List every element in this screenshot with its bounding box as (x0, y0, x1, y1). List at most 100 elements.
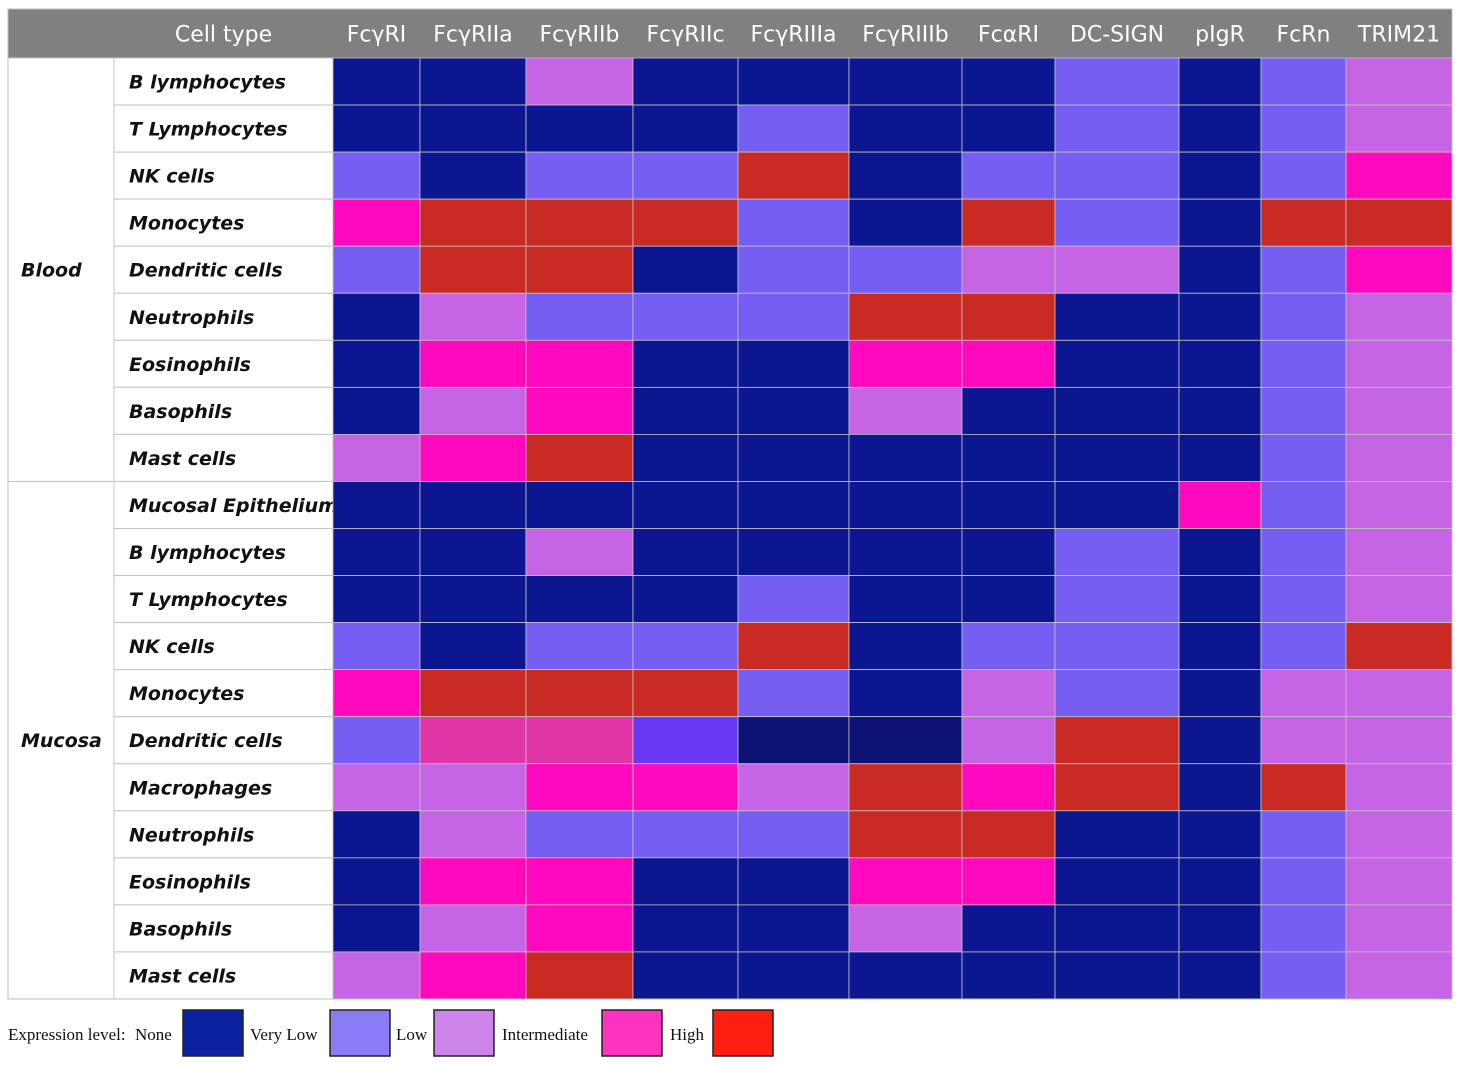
heat-cell-mucosa-mast-cells-fc-ri (961, 951, 1056, 1000)
heat-cell-mucosa-t-lymphocytes-fc-riiia (737, 575, 850, 623)
heat-cell-mucosa-t-lymphocytes-trim21 (1345, 575, 1453, 623)
heat-cell-blood-nk-cells-fc-riiia (737, 151, 850, 200)
heat-cell-blood-eosinophils-fc-riic (632, 339, 739, 388)
heat-cell-mucosa-mucosal-epithelium-fc-ri (961, 481, 1056, 529)
heat-cell-blood-b-lymphocytes-fc-riiib (848, 57, 963, 106)
heat-cell-blood-t-lymphocytes-fc-riib (525, 104, 634, 153)
heat-cell-blood-dendritic-cells-dc-sign (1054, 245, 1180, 294)
heat-cell-blood-eosinophils-fc-riiib (848, 339, 963, 388)
heat-cell-mucosa-basophils-fc-riiia (737, 904, 850, 953)
heat-cell-mucosa-nk-cells-fc-ri (332, 622, 421, 671)
heat-cell-blood-dendritic-cells-fc-ri (332, 245, 421, 294)
column-header-fc-ri: FcγRI (347, 23, 407, 48)
heat-cell-blood-neutrophils-fc-riia (419, 292, 527, 341)
heat-cell-blood-t-lymphocytes-fcrn (1260, 104, 1347, 153)
heat-cell-blood-b-lymphocytes-fc-ri (332, 57, 421, 106)
heat-cell-mucosa-b-lymphocytes-fcrn (1260, 528, 1347, 576)
heat-cell-mucosa-basophils-fc-riic (632, 904, 739, 953)
heat-cell-mucosa-dendritic-cells-fc-riic (632, 716, 739, 765)
heat-cell-mucosa-t-lymphocytes-fc-ri (332, 575, 421, 623)
legend-swatch-none (182, 1009, 244, 1057)
heat-cell-mucosa-monocytes-dc-sign (1054, 669, 1180, 718)
heat-cell-mucosa-basophils-fcrn (1260, 904, 1347, 953)
heat-cell-mucosa-t-lymphocytes-fc-riib (525, 575, 634, 623)
heat-cell-blood-dendritic-cells-fcrn (1260, 245, 1347, 294)
heat-cell-mucosa-basophils-fc-riia (419, 904, 527, 953)
heat-cell-mucosa-nk-cells-dc-sign (1054, 622, 1180, 671)
heat-cell-blood-eosinophils-dc-sign (1054, 339, 1180, 388)
heat-cell-blood-b-lymphocytes-fc-riic (632, 57, 739, 106)
legend-label-very-low: Very Low (250, 1025, 318, 1044)
heat-cell-mucosa-nk-cells-fc-ri (961, 622, 1056, 671)
heat-cell-blood-monocytes-pigr (1178, 198, 1262, 247)
row-label-cell (113, 386, 334, 435)
heat-cell-mucosa-b-lymphocytes-fc-riia (419, 528, 527, 576)
heat-cell-blood-eosinophils-fc-ri (332, 339, 421, 388)
heat-cell-blood-monocytes-fcrn (1260, 198, 1347, 247)
heat-cell-mucosa-t-lymphocytes-fc-riic (632, 575, 739, 623)
heat-cell-mucosa-mucosal-epithelium-fc-riib (525, 481, 634, 529)
heat-cell-blood-neutrophils-fc-riic (632, 292, 739, 341)
column-header-trim21: TRIM21 (1357, 23, 1440, 48)
heat-cell-blood-b-lymphocytes-fc-riia (419, 57, 527, 106)
heat-cell-blood-monocytes-fc-riiia (737, 198, 850, 247)
row-label-dendritic-cells: Dendritic cells (129, 260, 283, 282)
heat-cell-mucosa-mucosal-epithelium-fc-riiib (848, 481, 963, 529)
heat-cell-blood-t-lymphocytes-fc-riia (419, 104, 527, 153)
heat-cell-mucosa-macrophages-fc-riib (525, 763, 634, 812)
heat-cell-mucosa-b-lymphocytes-fc-riic (632, 528, 739, 576)
group-label-blood: Blood (21, 260, 82, 282)
row-label-cell (113, 433, 334, 482)
heat-cell-mucosa-neutrophils-dc-sign (1054, 810, 1180, 859)
heat-cell-mucosa-mucosal-epithelium-fc-riiia (737, 481, 850, 529)
row-label-cell (113, 528, 334, 577)
row-label-mucosal-epithelium: Mucosal Epithelium (129, 495, 338, 517)
heat-cell-blood-basophils-pigr (1178, 386, 1262, 435)
heat-cell-mucosa-t-lymphocytes-fc-riiib (848, 575, 963, 623)
heat-cell-mucosa-macrophages-fc-ri (332, 763, 421, 812)
legend-title: Expression level: (8, 1025, 126, 1044)
column-header-cell-type: Cell type (175, 23, 272, 48)
row-label-b-lymphocytes: B lymphocytes (129, 542, 286, 564)
heat-cell-mucosa-neutrophils-fc-riiib (848, 810, 963, 859)
heat-cell-blood-b-lymphocytes-trim21 (1345, 57, 1453, 106)
heat-cell-blood-nk-cells-trim21 (1345, 151, 1453, 200)
heat-cell-blood-t-lymphocytes-fc-ri (332, 104, 421, 153)
row-label-monocytes: Monocytes (129, 683, 244, 705)
heat-cell-blood-mast-cells-fc-riia (419, 433, 527, 482)
heat-cell-blood-eosinophils-fc-ri (961, 339, 1056, 388)
row-label-basophils: Basophils (129, 401, 232, 423)
row-label-cell (113, 669, 334, 718)
heat-cell-mucosa-eosinophils-fc-riia (419, 857, 527, 906)
heat-cell-mucosa-monocytes-fc-ri (961, 669, 1056, 718)
heat-cell-blood-dendritic-cells-fc-ri (961, 245, 1056, 294)
row-label-eosinophils: Eosinophils (129, 871, 251, 893)
legend-label-low: Low (396, 1025, 428, 1044)
heat-cell-mucosa-macrophages-fc-riia (419, 763, 527, 812)
heat-cell-blood-neutrophils-fc-riib (525, 292, 634, 341)
heat-cell-blood-t-lymphocytes-fc-riic (632, 104, 739, 153)
heat-cell-blood-basophils-fc-riib (525, 386, 634, 435)
heat-cell-blood-t-lymphocytes-trim21 (1345, 104, 1453, 153)
heat-cell-blood-basophils-fc-ri (961, 386, 1056, 435)
heat-cell-blood-monocytes-fc-ri (961, 198, 1056, 247)
heat-cell-blood-b-lymphocytes-fcrn (1260, 57, 1347, 106)
heat-cell-mucosa-monocytes-fc-riiib (848, 669, 963, 718)
heat-cell-mucosa-nk-cells-fcrn (1260, 622, 1347, 671)
heat-cell-mucosa-mucosal-epithelium-pigr (1178, 481, 1262, 529)
heat-cell-mucosa-nk-cells-fc-riib (525, 622, 634, 671)
heat-cell-mucosa-macrophages-dc-sign (1054, 763, 1180, 812)
heat-cell-blood-dendritic-cells-fc-riiia (737, 245, 850, 294)
row-label-cell (113, 575, 334, 624)
heat-cell-mucosa-neutrophils-fc-riia (419, 810, 527, 859)
row-label-mast-cells: Mast cells (129, 965, 236, 987)
heat-cell-mucosa-neutrophils-fc-riiia (737, 810, 850, 859)
heat-cell-mucosa-neutrophils-trim21 (1345, 810, 1453, 859)
heat-cell-mucosa-nk-cells-fc-riia (419, 622, 527, 671)
heat-cell-mucosa-t-lymphocytes-fc-ri (961, 575, 1056, 623)
row-label-macrophages: Macrophages (129, 777, 272, 799)
heat-cell-mucosa-eosinophils-fc-riib (525, 857, 634, 906)
row-label-cell (113, 716, 334, 765)
heat-cell-blood-nk-cells-pigr (1178, 151, 1262, 200)
